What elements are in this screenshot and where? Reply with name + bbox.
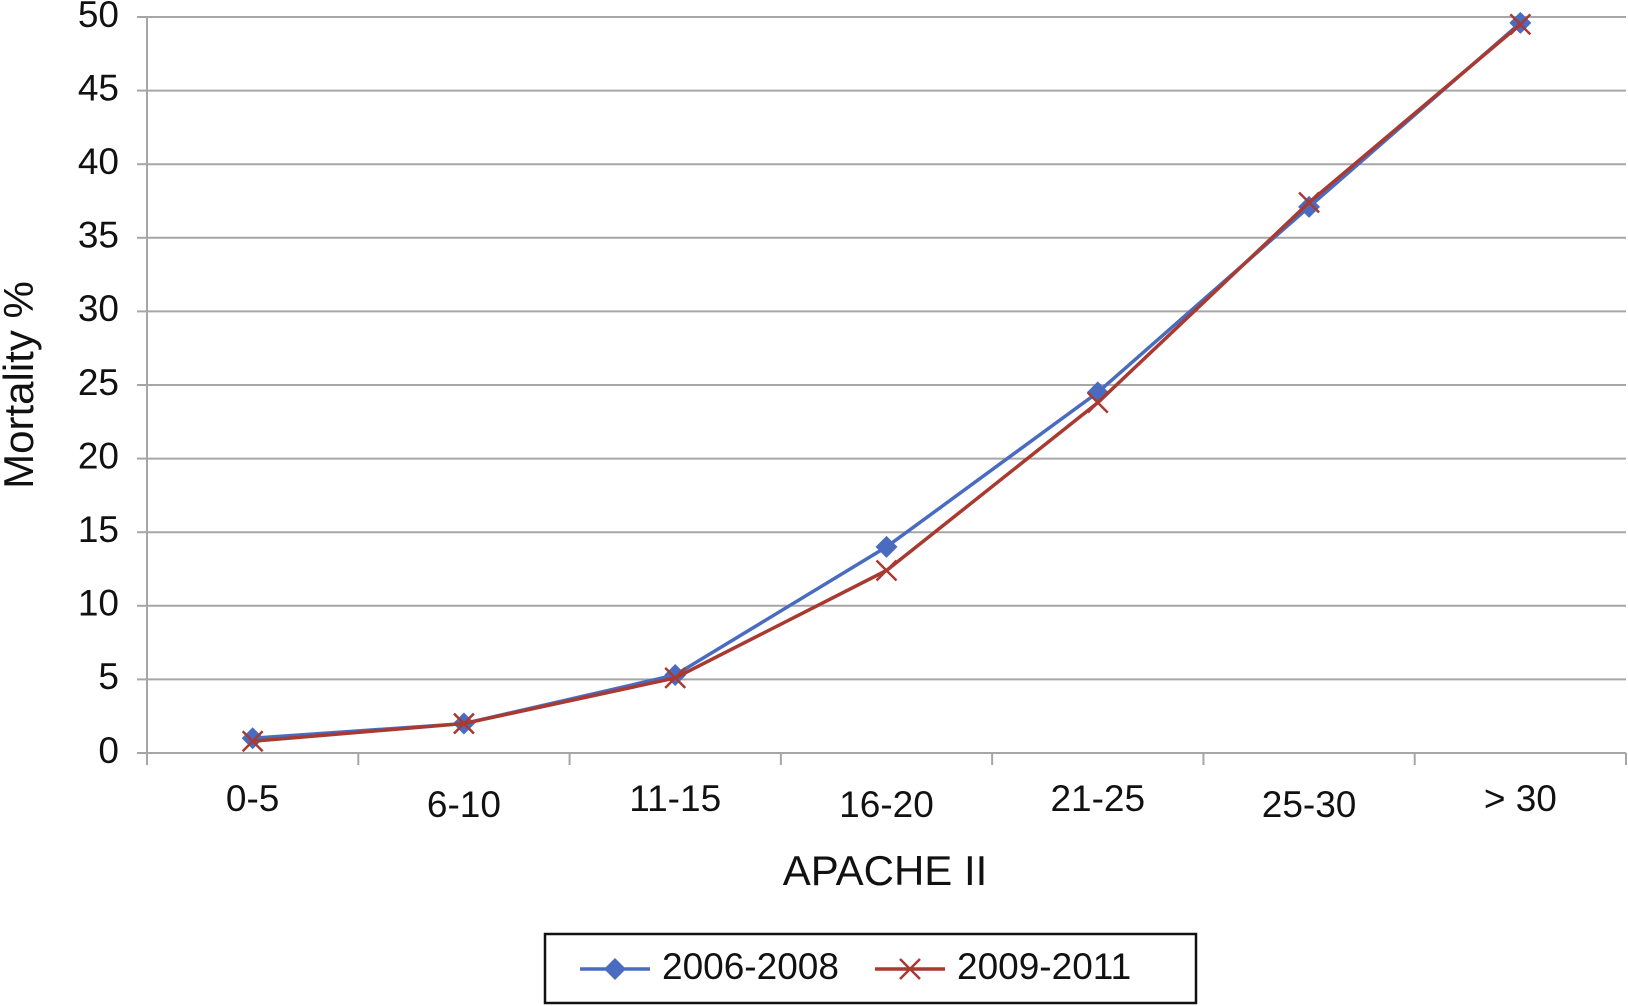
- point: [1086, 391, 1109, 414]
- legend-marker: [899, 958, 921, 980]
- legend-box: [543, 932, 1198, 1005]
- legend-marker: [604, 958, 626, 980]
- x-tick-label: 21-25: [1050, 778, 1145, 819]
- y-tick-label: 25: [78, 362, 119, 403]
- point: [1509, 13, 1532, 36]
- point: [241, 727, 264, 750]
- y-tick-label: 15: [78, 509, 119, 550]
- y-tick-label: 5: [98, 656, 119, 697]
- x-tick-label: 16-20: [839, 784, 934, 825]
- point: [241, 730, 264, 753]
- series-line: [252, 23, 1522, 743]
- x-axis-title: APACHE II: [783, 847, 988, 894]
- y-tick-label: 30: [78, 288, 119, 329]
- y-tick-label: 50: [78, 0, 119, 35]
- y-tick-label: 20: [78, 435, 119, 476]
- point: [664, 667, 687, 689]
- y-tick-label: 40: [78, 141, 119, 182]
- x-tick-label: 25-30: [1262, 784, 1357, 825]
- y-tick-label: 35: [78, 215, 119, 256]
- x-tick-label: 6-10: [427, 784, 501, 825]
- x-tick-label: > 30: [1484, 778, 1557, 819]
- x-tick-label: 0-5: [226, 778, 279, 819]
- legend-label: 2009-2011: [957, 946, 1131, 987]
- legend-label: 2006-2008: [662, 946, 839, 987]
- y-axis-title: Mortality %: [0, 281, 42, 489]
- y-tick-label: 0: [98, 730, 119, 771]
- point: [1298, 191, 1320, 214]
- x-tick-label: 11-15: [629, 778, 721, 819]
- point: [1298, 195, 1321, 218]
- point: [875, 559, 898, 582]
- y-tick-label: 45: [78, 67, 119, 108]
- y-tick-label: 10: [78, 583, 119, 624]
- point: [875, 535, 898, 558]
- series-line: [252, 21, 1522, 741]
- point: [453, 712, 475, 735]
